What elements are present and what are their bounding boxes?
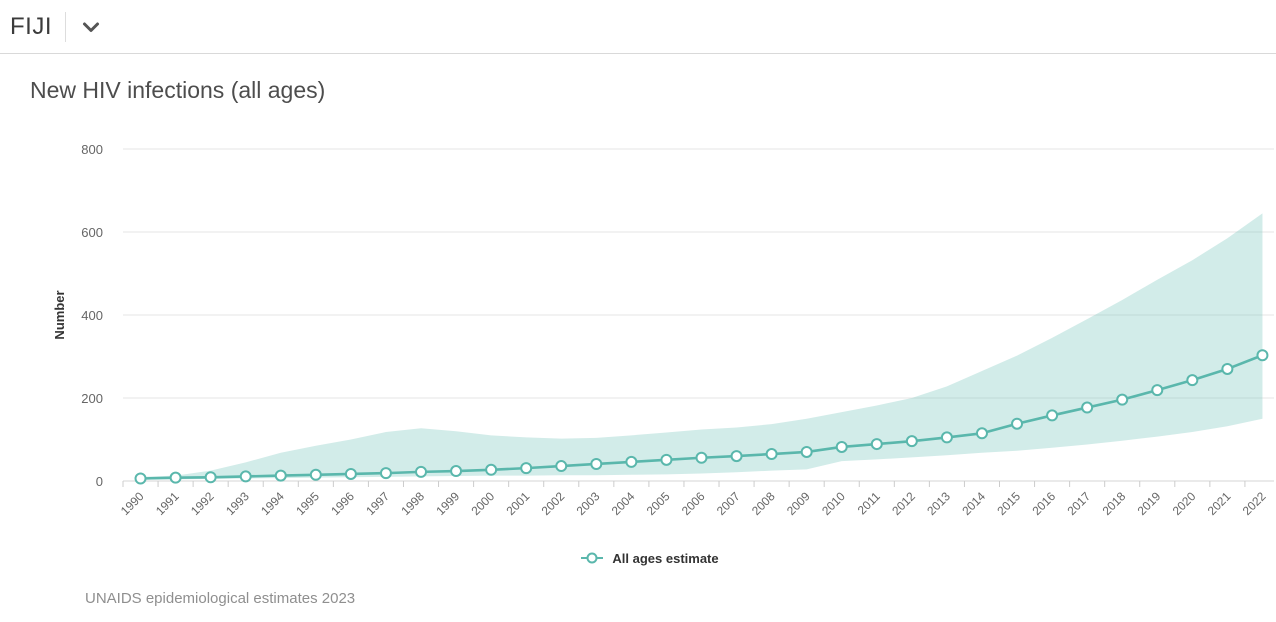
- y-axis-tick-label: 0: [96, 474, 103, 489]
- x-axis-label: 2004: [609, 489, 638, 518]
- y-axis-tick-label: 200: [81, 391, 103, 406]
- data-point-1992[interactable]: [204, 471, 217, 484]
- data-point-2007[interactable]: [730, 450, 743, 463]
- x-axis-label: 2000: [468, 489, 497, 518]
- x-axis-label: 2017: [1064, 489, 1093, 518]
- divider: [65, 12, 66, 42]
- data-point-1997[interactable]: [379, 467, 392, 480]
- data-point-2022[interactable]: [1256, 349, 1269, 362]
- x-axis-label: 1998: [398, 489, 427, 518]
- chart-container: 0 200 400 600 800 Number 1990 1991 1992 1993 1994 1…: [0, 108, 1276, 538]
- data-point-2015[interactable]: [1011, 417, 1024, 430]
- x-axis-label: 2010: [819, 489, 848, 518]
- x-axis-label: 2001: [504, 489, 533, 518]
- x-axis-label: 2018: [1100, 489, 1129, 518]
- data-point-1993[interactable]: [239, 470, 252, 483]
- data-point-2009[interactable]: [800, 445, 813, 458]
- data-point-2004[interactable]: [625, 455, 638, 468]
- data-point-2017[interactable]: [1081, 401, 1094, 414]
- x-axis-label: 2011: [855, 489, 883, 517]
- x-axis-label: 2007: [714, 489, 743, 518]
- x-axis-label: 2003: [574, 489, 603, 518]
- y-axis-title: Number: [52, 290, 67, 339]
- x-axis-label: 1994: [258, 489, 287, 518]
- confidence-band: [140, 213, 1263, 480]
- data-point-2010[interactable]: [835, 440, 848, 453]
- legend-marker-icon: [581, 551, 604, 565]
- data-point-2002[interactable]: [555, 460, 568, 473]
- data-point-2013[interactable]: [940, 431, 953, 444]
- x-axis-label: 1990: [118, 489, 147, 518]
- data-point-1999[interactable]: [450, 465, 463, 478]
- page-title: New HIV infections (all ages): [30, 77, 326, 103]
- x-axis-label: 2022: [1240, 489, 1269, 518]
- x-axis-label: 2009: [784, 489, 813, 518]
- data-point-2014[interactable]: [975, 427, 988, 440]
- x-axis-label: 2012: [889, 489, 918, 518]
- x-axis-label: 2016: [1029, 489, 1058, 518]
- data-point-1994[interactable]: [274, 469, 287, 482]
- data-point-2006[interactable]: [695, 451, 708, 464]
- x-axis-label: 1996: [328, 489, 357, 518]
- x-axis-label: 1997: [363, 489, 392, 518]
- y-axis-tick-label: 600: [81, 225, 103, 240]
- x-axis-label: 2008: [749, 489, 778, 518]
- data-point-2020[interactable]: [1186, 374, 1199, 387]
- data-point-2018[interactable]: [1116, 393, 1129, 406]
- x-axis-label: 2021: [1205, 489, 1234, 518]
- data-point-1990[interactable]: [134, 472, 147, 485]
- legend-label: All ages estimate: [612, 550, 719, 566]
- data-point-1996[interactable]: [344, 467, 357, 480]
- data-point-1991[interactable]: [169, 471, 182, 484]
- x-axis-label: 2006: [679, 489, 708, 518]
- data-point-2012[interactable]: [905, 435, 918, 448]
- x-axis-label: 2020: [1170, 489, 1199, 518]
- x-axis-label: 1992: [188, 489, 217, 518]
- y-axis-tick-label: 400: [81, 308, 103, 323]
- x-axis-label: 2002: [539, 489, 568, 518]
- x-axis-label: 2005: [644, 489, 673, 518]
- x-axis-label: 1991: [153, 489, 182, 518]
- data-point-2016[interactable]: [1046, 409, 1059, 422]
- x-axis-label: 2019: [1135, 489, 1164, 518]
- country-name: FIJI: [10, 13, 52, 40]
- source-note: UNAIDS epidemiological estimates 2023: [85, 590, 356, 607]
- data-point-2001[interactable]: [520, 462, 533, 475]
- x-axis-label: 2015: [994, 489, 1023, 518]
- x-axis-label: 2013: [924, 489, 953, 518]
- country-selector[interactable]: FIJI: [10, 12, 103, 42]
- data-point-2011[interactable]: [870, 438, 883, 451]
- data-point-2019[interactable]: [1151, 384, 1164, 397]
- data-point-2005[interactable]: [660, 453, 673, 466]
- x-axis-label: 2014: [959, 489, 988, 518]
- legend-item-all-ages-estimate[interactable]: All ages estimate: [0, 548, 1276, 568]
- data-point-2008[interactable]: [765, 448, 778, 461]
- data-point-1995[interactable]: [309, 468, 322, 481]
- data-point-1998[interactable]: [415, 465, 428, 478]
- data-point-2000[interactable]: [485, 463, 498, 476]
- x-axis-label: 1999: [433, 489, 462, 518]
- y-axis-tick-label: 800: [81, 142, 103, 157]
- header: FIJI: [0, 0, 1276, 54]
- x-axis-label: 1993: [223, 489, 252, 518]
- data-point-2021[interactable]: [1221, 362, 1234, 375]
- x-axis-label: 1995: [293, 489, 322, 518]
- data-point-2003[interactable]: [590, 457, 603, 470]
- chevron-down-icon[interactable]: [79, 15, 103, 39]
